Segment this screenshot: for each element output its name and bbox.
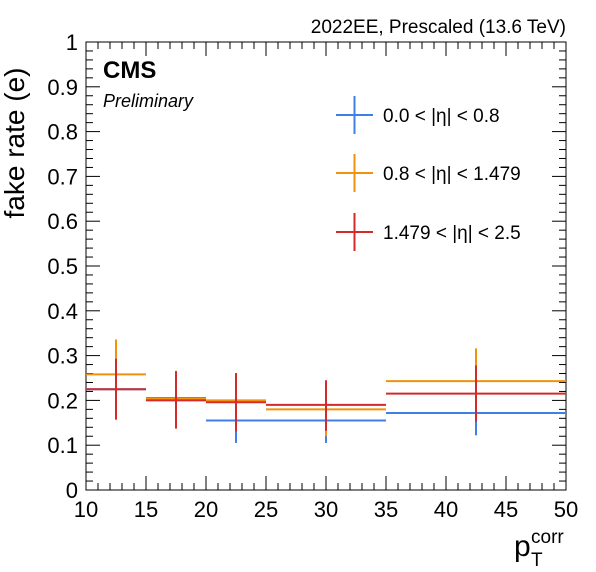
x-tick-label: 50 (554, 497, 578, 522)
y-tick-label: 0.6 (47, 209, 78, 234)
y-tick-label: 0.2 (47, 388, 78, 413)
x-axis-label: p T corr (514, 527, 564, 571)
y-tick-label: 0.4 (47, 299, 78, 324)
legend-entry: 0.0 < |η| < 0.8 (336, 96, 500, 134)
preliminary-label: Preliminary (103, 91, 194, 111)
x-tick-label: 15 (134, 497, 158, 522)
y-tick-label: 0 (66, 478, 78, 503)
x-tick-label: 20 (194, 497, 218, 522)
axis-ticks (85, 41, 567, 491)
y-tick-label: 0.3 (47, 344, 78, 369)
series-3 (86, 358, 566, 432)
legend-label: 0.8 < |η| < 1.479 (383, 164, 521, 185)
y-tick-label: 0.1 (47, 433, 78, 458)
y-tick-label: 0.9 (47, 75, 78, 100)
x-axis-label-sub: T (531, 550, 543, 571)
y-tick-labels: 0 0.1 0.2 0.3 0.4 0.5 0.6 0.7 0.8 0.9 1 (47, 30, 78, 503)
header-energy-label: 2022EE, Prescaled (13.6 TeV) (311, 17, 566, 38)
legend-label: 0.0 < |η| < 0.8 (383, 106, 500, 127)
x-axis-label-main: p (514, 530, 531, 563)
x-tick-labels: 10 15 20 25 30 35 40 45 50 (74, 497, 578, 522)
legend-entry: 1.479 < |η| < 2.5 (336, 213, 521, 251)
legend: 0.0 < |η| < 0.8 0.8 < |η| < 1.479 1.479 < … (336, 96, 521, 251)
cms-logo-text: CMS (103, 57, 156, 84)
legend-label: 1.479 < |η| < 2.5 (383, 223, 521, 244)
x-tick-label: 35 (374, 497, 398, 522)
y-tick-label: 0.8 (47, 120, 78, 145)
y-tick-label: 1 (66, 30, 78, 55)
y-axis-label: fake rate (e) (0, 68, 30, 219)
y-tick-label: 0.5 (47, 254, 78, 279)
data-series (86, 339, 566, 443)
x-tick-label: 10 (74, 497, 98, 522)
x-tick-label: 25 (254, 497, 278, 522)
legend-entry: 0.8 < |η| < 1.479 (336, 154, 521, 192)
x-axis-label-sup: corr (531, 527, 564, 548)
x-tick-label: 30 (314, 497, 338, 522)
y-tick-label: 0.7 (47, 164, 78, 189)
x-tick-label: 45 (494, 497, 518, 522)
x-tick-label: 40 (434, 497, 458, 522)
